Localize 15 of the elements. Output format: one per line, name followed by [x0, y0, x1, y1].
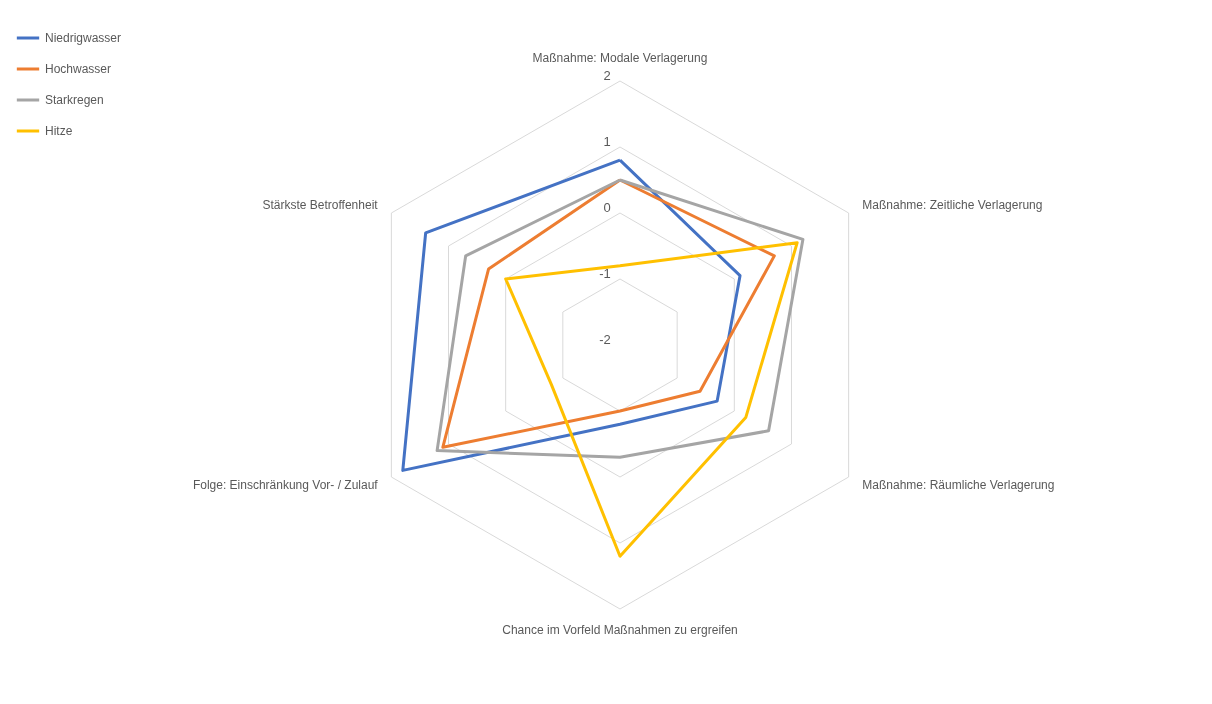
legend-label: Hochwasser [45, 62, 112, 76]
y-tick-label: 2 [603, 67, 611, 83]
legend-label: Hitze [45, 124, 73, 138]
y-tick-label: 1 [603, 133, 611, 149]
legend-label: Niedrigwasser [45, 31, 122, 45]
spoke-label: Maßnahme: Modale Verlagerung [532, 51, 708, 66]
spoke-label: Stärkste Betroffenheit [262, 198, 379, 213]
spoke-label: Maßnahme: Räumliche Verlagerung [862, 477, 1055, 492]
y-tick-label: 0 [603, 199, 611, 215]
y-tick-label: -1 [599, 265, 611, 281]
y-tick-label: -2 [599, 331, 611, 347]
legend-label: Starkregen [45, 93, 104, 107]
spoke-label: Chance im Vorfeld Maßnahmen zu ergreifen [502, 622, 738, 637]
spoke-label: Folge: Einschränkung Vor- / Zulauf [192, 477, 379, 492]
spoke-label: Maßnahme: Zeitliche Verlagerung [862, 198, 1043, 213]
